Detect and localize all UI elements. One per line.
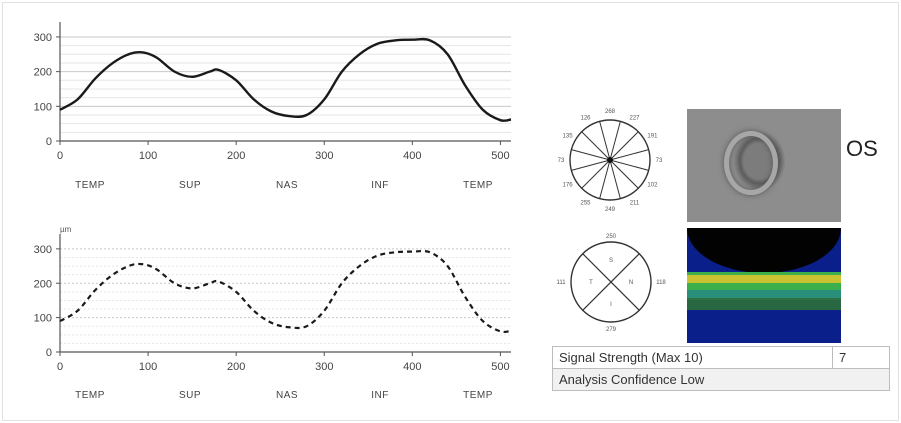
sector-label: NAS: [276, 180, 298, 191]
clock-spokes: [571, 121, 649, 199]
oct-band-highlight: [687, 275, 841, 283]
clock-hour-value: 268: [605, 109, 616, 115]
x-tick-label: 500: [491, 150, 509, 162]
chart-solid-labels: 0 100 200 300 0 100 200 300 400 500 TEMP SUP NAS INF T…: [34, 32, 510, 191]
clock-spoke: [609, 149, 649, 161]
chart-solid-series-line: [59, 37, 512, 122]
oct-scan-image: [687, 228, 841, 343]
eye-label: OS: [846, 136, 878, 161]
clock-hour-value: 102: [647, 183, 658, 189]
clock-spoke: [609, 159, 621, 199]
clock-spoke: [609, 121, 621, 161]
sector-label: INF: [371, 180, 389, 191]
sector-label: SUP: [179, 180, 201, 191]
x-tick-label: 0: [57, 150, 63, 162]
sector-label: TEMP: [463, 390, 493, 401]
quadrant-value: 250: [606, 234, 617, 240]
y-tick-label: 300: [34, 244, 52, 256]
optic-disc-ring: [724, 131, 778, 195]
clock-hour-value: 255: [580, 200, 591, 206]
quadrant-value: 118: [656, 280, 666, 286]
quadrant-letter: N: [629, 280, 633, 286]
x-tick-label: 300: [315, 150, 333, 162]
clock-hour-value: 227: [629, 116, 640, 122]
sector-label: TEMP: [463, 180, 493, 191]
clock-hour-value: 135: [563, 134, 574, 140]
x-tick-label: 100: [139, 361, 157, 373]
quadrant-letter: T: [589, 280, 593, 286]
quadrant-letter: I: [610, 302, 612, 308]
signal-strength-value: 7: [832, 346, 890, 369]
sector-label: SUP: [179, 390, 201, 401]
oct-vitreous: [687, 228, 841, 273]
chart-dashed-grid: [60, 248, 511, 344]
clock-hour-value: 191: [647, 134, 658, 140]
x-tick-label: 200: [227, 150, 245, 162]
clock-hour-value: 126: [580, 116, 591, 122]
rnfl-chart-dashed: 0 100 200 300 0 100 200 300 400 500 TEMP SUP NAS INF T…: [34, 225, 512, 401]
quadrant-divider-2: [582, 253, 640, 311]
quadrant-letter: S: [609, 258, 613, 264]
clock-spoke: [571, 159, 611, 171]
x-tick-label: 0: [57, 361, 63, 373]
clock-spoke: [581, 159, 611, 189]
chart-solid-axes: [56, 22, 511, 145]
chart-dashed-labels: 0 100 200 300 0 100 200 300 400 500 TEMP SUP NAS INF T…: [34, 244, 510, 401]
clock-hour-values: 268 227 191 73 102 211 249 255 176 73 135 126: [558, 109, 663, 213]
clock-hour-diagram: 268 227 191 73 102 211 249 255 176 73 135 126: [558, 109, 663, 213]
chart-solid-grid: [60, 36, 511, 133]
scan-quality-table: Signal Strength (Max 10) 7 Analysis Conf…: [552, 346, 890, 391]
sector-label: NAS: [276, 390, 298, 401]
quadrant-values: 250 118 279 111 S N I T: [556, 234, 666, 333]
oct-band-deep: [687, 298, 841, 310]
sector-label: INF: [371, 390, 389, 401]
x-tick-label: 100: [139, 150, 157, 162]
y-tick-label: 200: [34, 278, 52, 290]
clock-hour-value: 249: [605, 207, 616, 213]
chart-dashed-unit-label: µm: [60, 225, 72, 234]
y-tick-label: 0: [46, 347, 52, 359]
chart-dashed-axes: [56, 234, 511, 356]
y-tick-label: 200: [34, 67, 52, 79]
clock-hour-value: 211: [630, 200, 640, 206]
quadrant-diagram: 250 118 279 111 S N I T: [556, 234, 666, 333]
chart-dashed-series-line: [59, 249, 512, 334]
analysis-confidence-row: Analysis Confidence Low: [552, 368, 890, 391]
sector-label: TEMP: [75, 390, 105, 401]
clock-spoke: [599, 159, 611, 199]
sector-label: TEMP: [75, 180, 105, 191]
analysis-confidence-label: Analysis Confidence Low: [552, 368, 890, 391]
quadrant-value: 279: [606, 327, 617, 333]
y-tick-label: 0: [46, 136, 52, 148]
quadrant-value: 111: [556, 280, 566, 286]
clock-spoke: [581, 131, 611, 161]
clock-spoke: [571, 149, 611, 161]
clock-spoke: [599, 121, 611, 161]
x-tick-label: 200: [227, 361, 245, 373]
y-tick-label: 100: [34, 313, 52, 325]
y-tick-label: 300: [34, 32, 52, 44]
x-tick-label: 400: [403, 150, 421, 162]
x-tick-label: 400: [403, 361, 421, 373]
x-tick-label: 300: [315, 361, 333, 373]
clock-spoke: [609, 159, 649, 171]
clock-hour-value: 176: [563, 183, 574, 189]
signal-strength-row: Signal Strength (Max 10) 7: [552, 346, 890, 369]
oct-band-mid: [687, 290, 841, 300]
rnfl-chart-solid: 0 100 200 300 0 100 200 300 400 500 TEMP SUP NAS INF T…: [34, 22, 512, 191]
y-tick-label: 100: [34, 101, 52, 113]
x-tick-label: 500: [491, 361, 509, 373]
clock-hour-value: 73: [656, 158, 663, 164]
clock-spoke: [609, 131, 639, 161]
clock-center-dot: [607, 157, 613, 163]
clock-hour-value: 73: [558, 158, 565, 164]
fundus-image: [687, 109, 841, 222]
signal-strength-label: Signal Strength (Max 10): [552, 346, 833, 369]
clock-spoke: [609, 159, 639, 189]
